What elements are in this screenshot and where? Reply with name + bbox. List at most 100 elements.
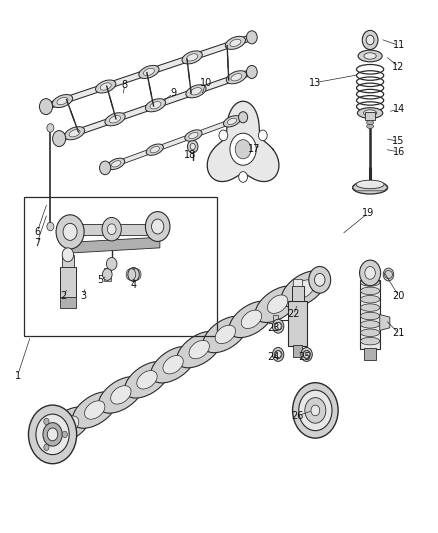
Bar <box>62 255 74 266</box>
Ellipse shape <box>105 112 125 126</box>
Ellipse shape <box>226 71 247 84</box>
Ellipse shape <box>163 356 183 374</box>
Ellipse shape <box>223 116 240 127</box>
Text: 13: 13 <box>309 78 321 87</box>
Text: 8: 8 <box>122 80 128 90</box>
Ellipse shape <box>227 118 237 125</box>
Ellipse shape <box>187 54 198 61</box>
Circle shape <box>301 348 312 361</box>
Bar <box>60 266 76 298</box>
Ellipse shape <box>151 346 195 383</box>
Circle shape <box>314 273 325 286</box>
Circle shape <box>145 212 170 241</box>
Text: 1: 1 <box>14 371 21 381</box>
Circle shape <box>187 140 198 153</box>
Circle shape <box>47 222 54 231</box>
Text: 22: 22 <box>287 310 300 319</box>
Text: 18: 18 <box>184 150 197 159</box>
Ellipse shape <box>364 110 377 116</box>
Text: 24: 24 <box>268 352 280 362</box>
Circle shape <box>106 257 117 270</box>
Ellipse shape <box>191 87 201 95</box>
Circle shape <box>239 112 247 123</box>
Ellipse shape <box>189 132 198 139</box>
Bar <box>24 197 217 336</box>
Text: 23: 23 <box>268 323 280 333</box>
Circle shape <box>258 130 267 141</box>
Ellipse shape <box>108 158 125 169</box>
Ellipse shape <box>150 102 161 109</box>
Ellipse shape <box>364 53 376 59</box>
Ellipse shape <box>360 312 380 320</box>
Ellipse shape <box>185 130 202 141</box>
Circle shape <box>36 414 69 455</box>
Ellipse shape <box>360 279 380 286</box>
Circle shape <box>247 31 257 44</box>
Circle shape <box>230 133 256 165</box>
Ellipse shape <box>356 180 384 189</box>
Circle shape <box>272 348 284 361</box>
Ellipse shape <box>241 310 261 328</box>
Circle shape <box>44 418 49 425</box>
Ellipse shape <box>112 160 121 167</box>
Ellipse shape <box>110 116 120 123</box>
Circle shape <box>219 130 228 141</box>
Ellipse shape <box>137 370 157 389</box>
Polygon shape <box>353 183 388 191</box>
Ellipse shape <box>255 286 300 322</box>
Ellipse shape <box>367 120 374 125</box>
Circle shape <box>239 172 247 182</box>
Circle shape <box>309 266 331 293</box>
Circle shape <box>56 215 84 249</box>
Circle shape <box>293 383 338 438</box>
Ellipse shape <box>52 94 73 108</box>
Ellipse shape <box>100 83 111 90</box>
Circle shape <box>275 322 281 330</box>
Ellipse shape <box>215 325 236 344</box>
Circle shape <box>28 405 77 464</box>
Polygon shape <box>207 101 279 182</box>
Circle shape <box>131 269 141 280</box>
Ellipse shape <box>189 341 209 359</box>
Text: 7: 7 <box>34 238 40 247</box>
Ellipse shape <box>360 287 380 295</box>
Text: 12: 12 <box>392 62 405 71</box>
Ellipse shape <box>64 127 85 140</box>
Ellipse shape <box>281 271 326 308</box>
Text: 11: 11 <box>392 41 405 50</box>
Circle shape <box>47 124 54 132</box>
Circle shape <box>311 405 320 416</box>
Ellipse shape <box>150 147 159 153</box>
Circle shape <box>360 260 381 286</box>
Ellipse shape <box>146 144 163 155</box>
Bar <box>273 315 278 324</box>
Circle shape <box>362 30 378 50</box>
Text: 17: 17 <box>248 144 260 154</box>
Text: 19: 19 <box>362 208 374 218</box>
Text: 9: 9 <box>170 88 176 98</box>
Ellipse shape <box>124 361 170 398</box>
Circle shape <box>99 161 111 175</box>
Bar <box>104 268 111 281</box>
Circle shape <box>190 143 195 150</box>
Circle shape <box>152 219 164 234</box>
Ellipse shape <box>357 108 383 118</box>
Text: 14: 14 <box>392 104 405 114</box>
Text: 20: 20 <box>392 291 405 301</box>
Bar <box>293 345 302 357</box>
Ellipse shape <box>360 329 380 336</box>
Ellipse shape <box>229 301 274 337</box>
Bar <box>360 280 380 349</box>
Circle shape <box>235 140 251 159</box>
Circle shape <box>47 428 58 441</box>
Text: 25: 25 <box>298 352 311 362</box>
Ellipse shape <box>360 304 380 311</box>
Text: 15: 15 <box>392 136 405 146</box>
Bar <box>293 279 302 286</box>
Ellipse shape <box>85 401 105 419</box>
Bar <box>365 112 375 120</box>
Text: 6: 6 <box>34 227 40 237</box>
Circle shape <box>43 423 62 446</box>
Ellipse shape <box>182 51 202 64</box>
Text: 2: 2 <box>60 291 67 301</box>
